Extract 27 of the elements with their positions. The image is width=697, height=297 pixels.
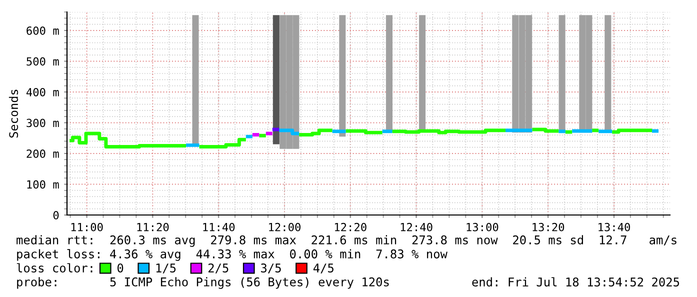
y-tick-label: 0	[53, 211, 59, 220]
text: median rtt: 260.3 ms avg 279.8 ms max 221.6 ms min 273.8 ms now 20.5 ms sd 12.7 am/s	[16, 235, 676, 247]
y-tick-label: 300 m	[26, 118, 59, 128]
x-tick-label: 12:20	[334, 222, 366, 232]
x-tick-label: 11:00	[71, 222, 103, 232]
y-tick-label: 600 m	[26, 26, 59, 35]
x-tick-label: 12:40	[400, 222, 432, 232]
x-tick-label: 11:40	[203, 222, 235, 232]
y-tick-label: 400 m	[26, 88, 59, 96]
legend-title: loss color:	[16, 263, 92, 272]
x-tick-label: 13:40	[598, 222, 630, 232]
legend-label: 2/5	[208, 263, 228, 274]
text: packet loss: 4.36 % avg 44.33 % max 0.00 % min 7.83 % now	[17, 249, 448, 261]
text: end: Fri Jul 18 13:54:52 2025	[472, 277, 680, 286]
legend-label: 4/5	[313, 264, 334, 274]
y-tick-label: 500 m	[26, 57, 59, 66]
x-tick-label: 13:20	[532, 222, 564, 232]
text: probe: 5 ICMP Echo Pings (56 Bytes) every 120s	[17, 277, 389, 289]
y-tick-label: 100 m	[27, 180, 59, 189]
y-axis-title: Seconds	[8, 90, 18, 138]
x-tick-label: 13:00	[466, 222, 498, 232]
y-tick-label: 200 m	[26, 149, 59, 158]
x-tick-label: 12:00	[269, 222, 300, 232]
x-tick-label: 11:20	[137, 222, 169, 232]
legend-label: 1/5	[156, 264, 176, 274]
legend-label: 3/5	[261, 263, 281, 274]
legend-label: 0	[118, 263, 124, 272]
